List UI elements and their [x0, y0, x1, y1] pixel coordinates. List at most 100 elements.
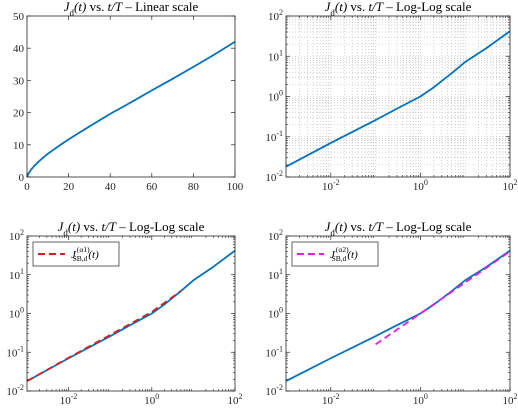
- chart-title-4: Jd(t) vs. t/T – Log-Log scale: [325, 219, 472, 238]
- y-tick-label-exp: 0: [279, 306, 283, 315]
- legend-func: J: [71, 249, 77, 261]
- legend-label: J(α1) SB,d(t): [71, 245, 99, 263]
- title-part-scale: Linear scale: [135, 0, 198, 14]
- y-tick-label: 30: [13, 75, 25, 87]
- y-tick-label-exp: -1: [276, 129, 283, 138]
- x-tick-label: 10-2: [60, 392, 78, 407]
- y-tick-label-exp: 1: [20, 267, 24, 276]
- x-tick-label-exp: 0: [155, 392, 159, 401]
- title-part-args: (t): [68, 219, 80, 234]
- x-tick-label: 40: [105, 181, 117, 193]
- title-part-args: (t): [335, 219, 347, 234]
- x-tick-label-exp: 0: [424, 392, 428, 401]
- series-group-3: [26, 249, 236, 382]
- y-tick-label: 100: [268, 306, 283, 321]
- y-tick-label-exp: -1: [17, 344, 24, 353]
- x-tick-label-exp: -2: [333, 392, 340, 401]
- y-tick-label-base: 10: [268, 51, 280, 63]
- title-part-xvar: t/T: [101, 219, 116, 234]
- legend-4: J(α2) SB,d(t): [291, 241, 379, 267]
- x-tick-label-exp: 2: [239, 392, 243, 401]
- y-tick-label-exp: 1: [279, 267, 283, 276]
- legend-3: J(α1) SB,d(t): [32, 241, 120, 267]
- axes-box-4: [285, 235, 511, 392]
- y-tick-label-exp: -2: [17, 383, 24, 392]
- title-part-func: J: [64, 0, 71, 14]
- y-tick-label-base: 10: [268, 92, 280, 104]
- y-tick-label-base: 10: [9, 231, 21, 243]
- y-tick-label: 10-2: [6, 383, 24, 398]
- title-part-scale: Log-Log scale: [396, 219, 472, 234]
- y-tick-label-exp: 2: [279, 228, 283, 237]
- x-tick-label: 100: [227, 181, 244, 193]
- y-tick-label-base: 10: [268, 270, 280, 282]
- y-tick-label: 101: [268, 48, 283, 63]
- title-part-scale: Log-Log scale: [129, 219, 205, 234]
- y-tick-label-base: 10: [265, 132, 277, 144]
- x-tick-label: 100: [413, 178, 428, 193]
- title-part-dash: –: [116, 219, 129, 234]
- x-tick-label: 20: [63, 181, 75, 193]
- chart-title-2: Jd(t) vs. t/T – Log-Log scale: [325, 0, 472, 18]
- y-tick-label: 102: [9, 228, 24, 243]
- x-tick-label: 10-2: [322, 392, 340, 407]
- legend-sup: (α1): [77, 245, 90, 254]
- legend-args: (t): [347, 249, 358, 261]
- y-tick-label-base: 10: [265, 172, 277, 184]
- y-tick-label-exp: -2: [276, 169, 283, 178]
- title-part-scale: Log-Log scale: [396, 0, 472, 14]
- x-tick-label-exp: -2: [333, 178, 340, 187]
- fit-line: [375, 250, 511, 346]
- jd-line: [26, 40, 236, 178]
- axes-1: 0 20 40 60 80 100 0 10 20 30 40 50: [13, 11, 244, 193]
- x-tick-label-exp: 2: [514, 178, 518, 187]
- y-tick-label: 40: [13, 43, 25, 55]
- x-tick-label: 102: [228, 392, 243, 407]
- series-group-1: [26, 40, 236, 178]
- title-part-func: J: [325, 219, 332, 234]
- legend-box: [291, 241, 379, 267]
- x-tick-label-base: 10: [60, 395, 72, 407]
- legend-args: (t): [88, 249, 99, 261]
- title-part-args: (t): [335, 0, 347, 14]
- title-part-sub: d: [70, 8, 75, 18]
- x-tick-label-base: 10: [144, 395, 156, 407]
- x-tick-label-base: 10: [228, 395, 240, 407]
- y-tick-label-exp: 2: [20, 228, 24, 237]
- y-tick-label: 20: [13, 108, 25, 120]
- y-tick-label: 10: [13, 140, 25, 152]
- y-tick-label: 50: [13, 11, 25, 23]
- y-tick-label: 101: [268, 267, 283, 282]
- title-part-sub: d: [330, 228, 335, 238]
- x-tick-label: 80: [188, 181, 200, 193]
- title-part-dash: –: [122, 0, 135, 14]
- title-part-dash: –: [383, 219, 396, 234]
- y-tick-label-base: 10: [9, 309, 21, 321]
- y-tick-label-exp: 1: [279, 48, 283, 57]
- legend-sub: SB,d: [332, 254, 347, 263]
- title-part-sub: d: [63, 228, 68, 238]
- y-tick-label-base: 10: [268, 309, 280, 321]
- title-part-sub: d: [330, 8, 335, 18]
- title-part-args: (t): [74, 0, 86, 14]
- y-tick-label-exp: 0: [20, 306, 24, 315]
- x-tick-label: 60: [146, 181, 158, 193]
- title-part-vs: vs.: [347, 0, 368, 14]
- y-tick-label: 0: [19, 172, 25, 184]
- x-tick-label-base: 10: [413, 395, 425, 407]
- y-tick-label: 10-2: [265, 169, 283, 184]
- x-tick-label: 100: [413, 392, 428, 407]
- y-tick-label-base: 10: [268, 231, 280, 243]
- title-part-dash: –: [383, 0, 396, 14]
- jd-line: [285, 249, 511, 382]
- x-tick-label-base: 10: [413, 181, 425, 193]
- y-tick-label-exp: -2: [276, 383, 283, 392]
- y-tick-label: 101: [9, 267, 24, 282]
- y-tick-label: 10-1: [265, 344, 283, 359]
- y-tick-label-exp: 2: [279, 8, 283, 17]
- series-group-4: [285, 249, 511, 382]
